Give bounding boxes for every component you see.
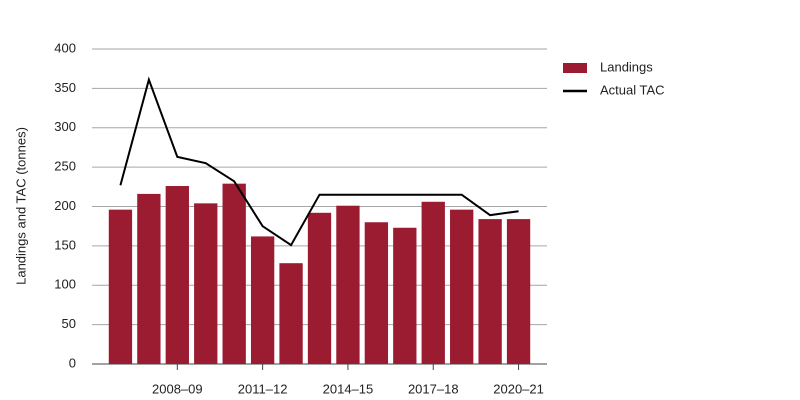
legend-label: Landings <box>600 59 653 74</box>
bar <box>279 263 303 364</box>
bar <box>194 203 218 364</box>
y-tick-label: 300 <box>54 119 76 134</box>
y-axis-label: Landings and TAC (tonnes) <box>13 127 28 285</box>
y-tick-label: 350 <box>54 80 76 95</box>
y-tick-label: 150 <box>54 237 76 252</box>
bar <box>393 227 417 364</box>
bar <box>364 222 389 364</box>
x-tick-label: 2011–12 <box>238 381 288 396</box>
x-tick-label: 2014–15 <box>323 381 374 396</box>
bar <box>307 212 332 364</box>
bar <box>137 193 161 364</box>
y-tick-label: 0 <box>69 355 76 370</box>
legend-swatch <box>563 63 587 73</box>
bar <box>108 209 133 364</box>
line <box>119 76 519 247</box>
bar <box>336 205 360 364</box>
bar <box>478 219 502 364</box>
y-tick-label: 100 <box>54 277 76 292</box>
bar <box>450 209 474 364</box>
y-tick-label: 250 <box>54 159 76 174</box>
legend-label: Actual TAC <box>600 82 665 97</box>
y-tick-label: 50 <box>62 316 76 331</box>
bar <box>506 219 531 364</box>
x-tick-label: 2020–21 <box>493 381 544 396</box>
y-tick-label: 200 <box>54 198 76 213</box>
x-tick-label: 2008–09 <box>152 381 203 396</box>
bar <box>250 236 275 364</box>
x-tick-label: 2017–18 <box>408 381 459 396</box>
bar <box>165 186 189 364</box>
bar <box>421 201 445 364</box>
bar <box>222 183 246 364</box>
y-tick-label: 400 <box>54 40 76 55</box>
